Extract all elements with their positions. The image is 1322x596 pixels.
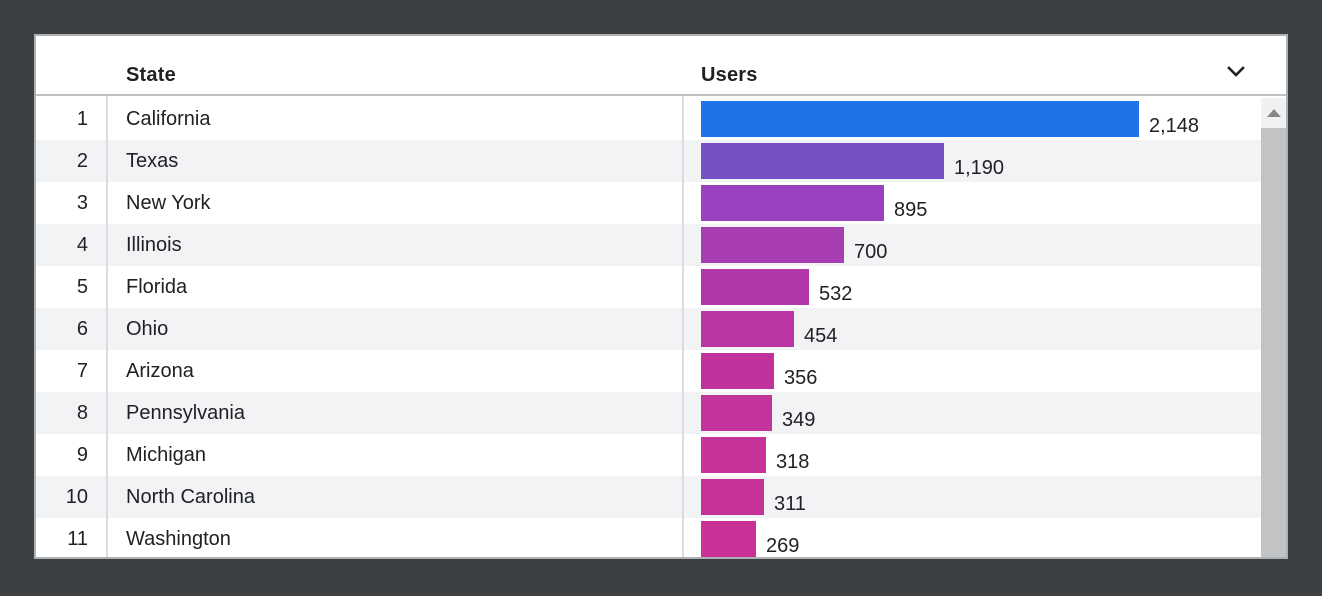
row-state: North Carolina [126, 486, 255, 508]
table-row[interactable]: 3 New York 895 [36, 182, 1286, 224]
row-users-cell: 1,190 [682, 140, 1286, 182]
row-users-cell: 356 [682, 350, 1286, 392]
users-value: 532 [819, 283, 853, 305]
state-column-header[interactable]: State [106, 36, 682, 94]
row-rank: 5 [76, 276, 88, 298]
users-bar [701, 311, 794, 347]
row-rank: 8 [76, 402, 88, 424]
row-users-cell: 895 [682, 182, 1286, 224]
scrollbar-thumb[interactable] [1261, 128, 1286, 557]
users-bar [701, 395, 772, 431]
row-rank: 2 [76, 150, 88, 172]
row-state: Texas [126, 150, 179, 172]
row-users-cell: 532 [682, 266, 1286, 308]
row-rank: 4 [76, 234, 88, 256]
row-state: Michigan [126, 444, 207, 466]
table-row[interactable]: 6 Ohio 454 [36, 308, 1286, 350]
row-rank: 6 [76, 318, 88, 340]
users-column-label: Users [701, 64, 758, 86]
users-value: 2,148 [1149, 115, 1200, 137]
users-bar [701, 227, 844, 263]
row-rank: 10 [65, 486, 88, 508]
users-value: 454 [804, 325, 838, 347]
row-rank: 3 [76, 192, 88, 214]
users-value: 700 [854, 241, 888, 263]
users-value: 311 [774, 493, 806, 515]
users-value: 269 [766, 535, 800, 557]
users-bar [701, 269, 809, 305]
table-row[interactable]: 2 Texas 1,190 [36, 140, 1286, 182]
rank-column-header [36, 36, 106, 94]
row-users-cell: 269 [682, 518, 1286, 557]
users-bar [701, 101, 1139, 137]
row-state: Pennsylvania [126, 402, 245, 424]
row-state: Ohio [126, 318, 169, 340]
table-body: 1 California 2,148 2 Texas 1,190 3 New Y… [36, 98, 1286, 557]
row-rank: 1 [76, 108, 88, 130]
table-row[interactable]: 1 California 2,148 [36, 98, 1286, 140]
row-state: Florida [126, 276, 188, 298]
users-bar [701, 479, 764, 515]
row-rank: 7 [76, 360, 88, 382]
scroll-up-button[interactable] [1261, 98, 1286, 128]
users-value: 349 [782, 409, 816, 431]
row-state: Arizona [126, 360, 194, 382]
scroll-up-arrow-icon [1266, 109, 1281, 117]
row-users-cell: 700 [682, 224, 1286, 266]
row-rank: 9 [76, 444, 88, 466]
row-users-cell: 349 [682, 392, 1286, 434]
table-row[interactable]: 9 Michigan 318 [36, 434, 1286, 476]
users-bar [701, 437, 766, 473]
row-users-cell: 318 [682, 434, 1286, 476]
users-value: 895 [894, 199, 928, 221]
users-bar [701, 143, 944, 179]
vertical-scrollbar [1261, 98, 1286, 557]
table-row[interactable]: 11 Washington 269 [36, 518, 1286, 557]
row-state: California [126, 108, 211, 130]
table-row[interactable]: 4 Illinois 700 [36, 224, 1286, 266]
users-column-header[interactable]: Users [682, 36, 1286, 94]
state-users-separator [682, 52, 684, 557]
row-users-cell: 2,148 [682, 98, 1286, 140]
row-state: New York [126, 192, 211, 214]
table-row[interactable]: 5 Florida 532 [36, 266, 1286, 308]
chevron-down-icon[interactable] [1224, 59, 1248, 83]
state-column-label: State [126, 64, 176, 86]
rank-state-separator [106, 52, 108, 557]
row-state: Illinois [126, 234, 182, 256]
users-value: 356 [784, 367, 818, 389]
row-users-cell: 311 [682, 476, 1286, 518]
users-value: 1,190 [954, 157, 1005, 179]
table-row[interactable]: 8 Pennsylvania 349 [36, 392, 1286, 434]
users-bar [701, 521, 756, 557]
users-bar [701, 353, 774, 389]
row-users-cell: 454 [682, 308, 1286, 350]
table-row[interactable]: 7 Arizona 356 [36, 350, 1286, 392]
users-bar [701, 185, 884, 221]
row-rank: 11 [67, 528, 88, 550]
row-state: Washington [126, 528, 231, 550]
users-value: 318 [776, 451, 810, 473]
data-table-card: State Users 1 California 2,148 2 Texas 1… [34, 34, 1288, 559]
table-header: State Users [36, 36, 1286, 96]
table-row[interactable]: 10 North Carolina 311 [36, 476, 1286, 518]
